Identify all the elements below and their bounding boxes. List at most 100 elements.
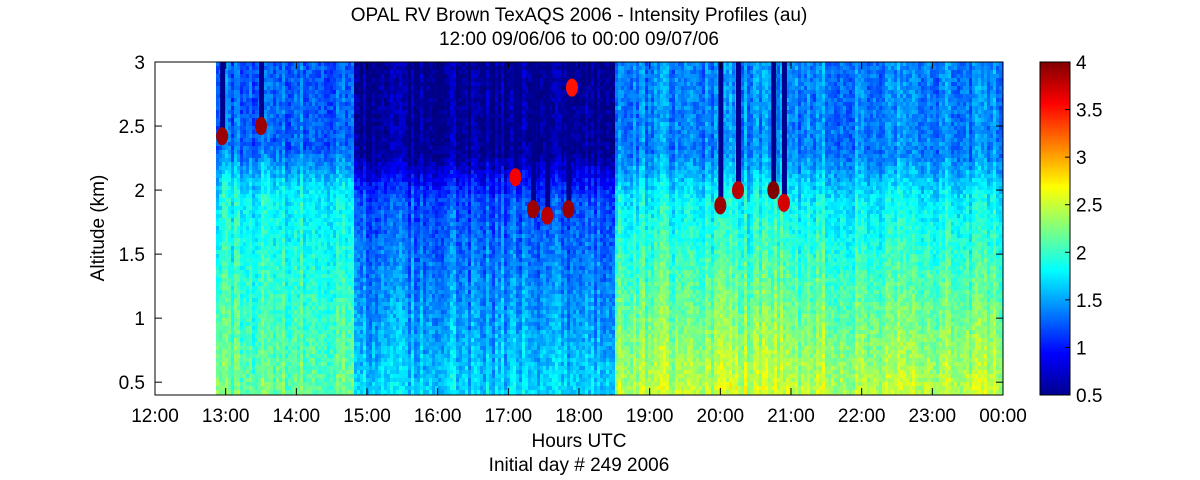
heatmap-cell — [345, 318, 349, 323]
heatmap-cell — [318, 310, 322, 315]
heatmap-cell — [303, 126, 307, 131]
heatmap-cell — [300, 162, 304, 167]
heatmap-cell — [318, 298, 322, 303]
heatmap-cell — [282, 270, 286, 275]
heatmap-cell — [369, 154, 373, 159]
heatmap-cell — [240, 214, 244, 219]
heatmap-cell — [258, 150, 262, 155]
heatmap-cell — [327, 302, 331, 307]
heatmap-cell — [306, 330, 310, 335]
heatmap-cell — [219, 330, 223, 335]
heatmap-cell — [246, 378, 250, 383]
heatmap-cell — [297, 214, 301, 219]
heatmap-cell — [297, 186, 301, 191]
heatmap-cell — [372, 382, 376, 387]
heatmap-cell — [354, 378, 358, 383]
heatmap-cell — [345, 302, 349, 307]
heatmap-cell — [270, 334, 274, 339]
heatmap-cell — [363, 354, 367, 359]
heatmap-cell — [240, 382, 244, 387]
heatmap-cell — [345, 338, 349, 343]
heatmap-cell — [231, 102, 235, 107]
heatmap-cell — [381, 94, 385, 99]
heatmap-cell — [324, 106, 328, 111]
heatmap-cell — [342, 274, 346, 279]
heatmap-cell — [384, 246, 388, 251]
heatmap-cell — [264, 198, 268, 203]
heatmap-cell — [249, 122, 253, 127]
heatmap-cell — [291, 246, 295, 251]
heatmap-cell — [387, 358, 391, 363]
heatmap-cell — [336, 330, 340, 335]
heatmap-cell — [384, 278, 388, 283]
heatmap-cell — [264, 366, 268, 371]
heatmap-cell — [216, 102, 220, 107]
heatmap-cell — [312, 226, 316, 231]
heatmap-cell — [387, 198, 391, 203]
heatmap-cell — [306, 298, 310, 303]
heatmap-cell — [387, 362, 391, 367]
heatmap-cell — [366, 74, 370, 79]
heatmap-cell — [306, 354, 310, 359]
heatmap-cell — [252, 274, 256, 279]
heatmap-cell — [270, 274, 274, 279]
heatmap-cell — [216, 378, 220, 383]
heatmap-cell — [378, 62, 382, 67]
heatmap-cell — [387, 82, 391, 87]
heatmap-cell — [300, 362, 304, 367]
heatmap-cell — [372, 330, 376, 335]
heatmap-cell — [249, 382, 253, 387]
heatmap-cell — [369, 142, 373, 147]
heatmap-cell — [393, 138, 397, 143]
heatmap-cell — [249, 370, 253, 375]
heatmap-cell — [360, 290, 364, 295]
heatmap-cell — [282, 166, 286, 171]
heatmap-cell — [333, 318, 337, 323]
heatmap-cell — [381, 254, 385, 259]
heatmap-cell — [267, 214, 271, 219]
heatmap-cell — [363, 346, 367, 351]
heatmap-cell — [270, 362, 274, 367]
heatmap-cell — [291, 290, 295, 295]
heatmap-cell — [300, 270, 304, 275]
heatmap-cell — [273, 386, 277, 391]
heatmap-cell — [312, 354, 316, 359]
heatmap-cell — [216, 230, 220, 235]
heatmap-cell — [321, 178, 325, 183]
heatmap-cell — [252, 166, 256, 171]
heatmap-cell — [261, 262, 265, 267]
heatmap-cell — [252, 270, 256, 275]
heatmap-cell — [279, 386, 283, 391]
heatmap-cell — [378, 306, 382, 311]
heatmap-cell — [318, 214, 322, 219]
heatmap-cell — [315, 354, 319, 359]
heatmap-cell — [228, 94, 232, 99]
heatmap-cell — [339, 178, 343, 183]
heatmap-cell — [345, 86, 349, 91]
heatmap-cell — [351, 114, 355, 119]
heatmap-cell — [342, 346, 346, 351]
heatmap-cell — [312, 238, 316, 243]
heatmap-cell — [306, 346, 310, 351]
heatmap-cell — [225, 354, 229, 359]
heatmap-cell — [222, 250, 226, 255]
heatmap-cell — [246, 182, 250, 187]
heatmap-cell — [363, 138, 367, 143]
heatmap-cell — [372, 158, 376, 163]
heatmap-cell — [330, 118, 334, 123]
heatmap-cell — [303, 130, 307, 135]
heatmap-cell — [363, 142, 367, 147]
heatmap-cell — [249, 98, 253, 103]
heatmap-cell — [345, 350, 349, 355]
heatmap-cell — [381, 358, 385, 363]
heatmap-cell — [294, 298, 298, 303]
heatmap-cell — [312, 330, 316, 335]
heatmap-cell — [363, 326, 367, 331]
heatmap-cell — [231, 78, 235, 83]
heatmap-cell — [381, 182, 385, 187]
heatmap-cell — [345, 378, 349, 383]
heatmap-cell — [234, 194, 238, 199]
heatmap-cell — [390, 266, 394, 271]
heatmap-cell — [261, 270, 265, 275]
heatmap-cell — [285, 262, 289, 267]
